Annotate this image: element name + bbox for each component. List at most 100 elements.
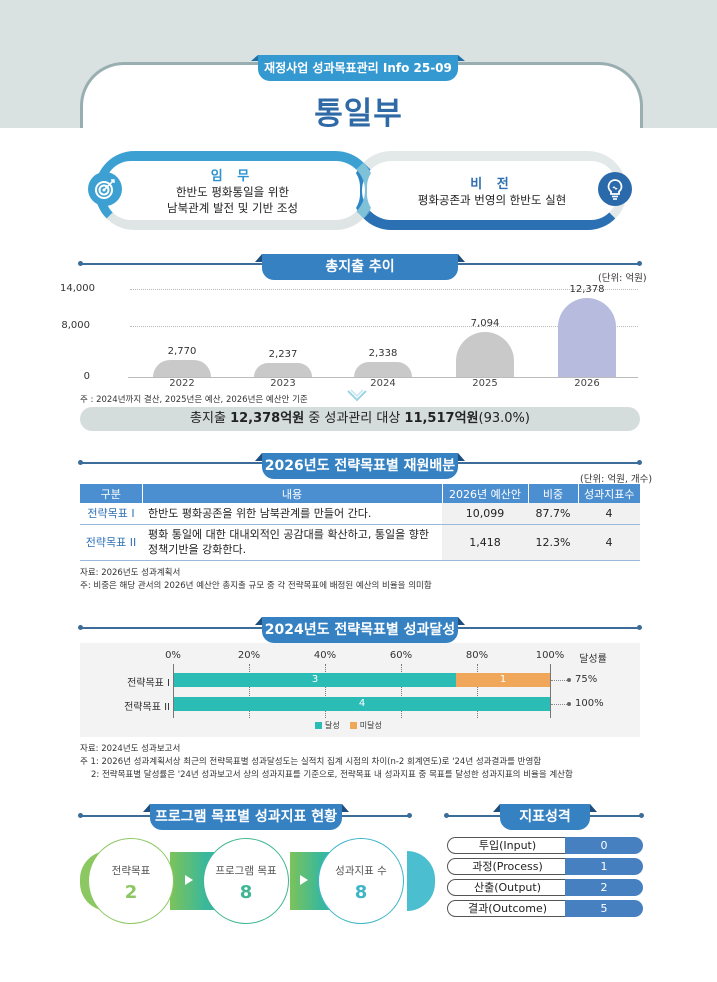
y-tick: 8,000 — [61, 320, 90, 331]
y-tick: 14,000 — [60, 283, 95, 294]
achieved-segment: 3 — [174, 673, 456, 687]
goal-cell: 전략목표 II — [80, 524, 142, 561]
section-title-allocation: 2026년도 전략목표별 재원배분 — [255, 453, 465, 479]
section-title-spending: 총지출 추이 — [255, 254, 465, 280]
achievement-note-1: 주 1: 2026년 성과계획서상 최근의 전략목표별 성과달성도는 실적치 집… — [80, 757, 542, 767]
indicator-row-output: 산출(Output) 2 — [447, 879, 643, 896]
arrow-right-icon — [185, 875, 193, 885]
leader-line — [551, 702, 571, 706]
x-label: 2023 — [270, 378, 296, 389]
allocation-unit: (단위: 억원, 개수) — [580, 474, 653, 485]
indicator-value: 2 — [565, 879, 643, 896]
achievement-note-2: 2: 전략목표별 달성률은 '24년 성과보고서 상의 성과지표를 기준으로, … — [91, 770, 573, 780]
col-header: 성과지표수 — [577, 484, 640, 503]
bar-2022 — [153, 360, 211, 377]
section-title-indicator-type: 지표성격 — [493, 804, 597, 830]
bar-2025 — [456, 332, 514, 377]
col-header: 내용 — [141, 484, 442, 503]
indicator-value: 0 — [565, 837, 643, 854]
chevron-down-icon — [346, 388, 368, 402]
indicator-count-cell: 4 — [578, 503, 640, 525]
bar-2026 — [558, 298, 616, 377]
budget-cell: 1,418 — [442, 524, 528, 561]
axis-line — [173, 664, 174, 718]
col-header: 구분 — [80, 484, 142, 503]
step-value: 8 — [354, 882, 368, 903]
mission-line-2: 남북관계 발전 및 기반 조성 — [166, 201, 298, 215]
summary-pct: (93.0%) — [478, 411, 530, 426]
x-tick: 60% — [389, 650, 413, 661]
allocation-note: 주: 비중은 해당 관서의 2026년 예산안 총지출 규모 중 각 전략목표에… — [80, 581, 432, 591]
x-tick: 100% — [535, 650, 565, 661]
summary-managed: 11,517억원 — [404, 411, 479, 426]
step-value: 8 — [239, 882, 253, 903]
x-label: 2026 — [574, 378, 600, 389]
summary-middle: 중 성과관리 대상 — [304, 411, 405, 426]
gridline — [130, 326, 638, 327]
spending-summary: 총지출 12,378억원 중 성과관리 대상 11,517억원(93.0%) — [80, 407, 640, 431]
budget-cell: 10,099 — [442, 503, 528, 525]
step-indicators: 성과지표 수 8 — [318, 838, 404, 924]
allocation-table: 구분 내용 2026년 예산안 비중 성과지표수 전략목표 I 한반도 평화공존… — [80, 484, 640, 561]
gridline — [130, 289, 638, 290]
legend-label: 달성 — [325, 721, 340, 730]
achievement-rate: 100% — [575, 698, 604, 709]
table-header-row: 구분 내용 2026년 예산안 비중 성과지표수 — [80, 484, 640, 503]
bar-2023 — [254, 363, 312, 377]
x-label: 2025 — [472, 378, 498, 389]
page-title: 통일부 — [314, 96, 403, 132]
step-label: 프로그램 목표 — [215, 865, 277, 877]
indicator-row-process: 과정(Process) 1 — [447, 858, 643, 875]
goal-cell: 전략목표 I — [80, 503, 142, 525]
indicator-value: 1 — [565, 858, 643, 875]
legend-not-achieved: 미달성 — [349, 720, 382, 731]
series-tag: 재정사업 성과목표관리 Info 25-09 — [251, 55, 465, 81]
col-header: 비중 — [527, 484, 578, 503]
share-cell: 87.7% — [528, 503, 578, 525]
achieved-segment: 4 — [174, 697, 550, 711]
step-label: 전략목표 — [111, 865, 151, 877]
step-label: 성과지표 수 — [335, 865, 387, 877]
indicator-row-outcome: 결과(Outcome) 5 — [447, 900, 643, 917]
achievement-rate: 75% — [575, 674, 598, 685]
row-label: 전략목표 II — [124, 702, 170, 713]
target-icon — [88, 172, 122, 206]
mission-line-1: 한반도 평화통일을 위한 — [175, 185, 290, 199]
gridline — [401, 664, 402, 718]
chart-legend: 달성 미달성 — [315, 720, 382, 731]
legend-achieved: 달성 — [315, 720, 340, 731]
allocation-source: 자료: 2026년도 성과계획서 — [80, 568, 181, 578]
vision-line-1: 평화공존과 번영의 한반도 실현 — [417, 193, 567, 207]
gridline — [477, 664, 478, 718]
x-tick: 20% — [237, 650, 261, 661]
spending-unit: (단위: 억원) — [598, 273, 647, 284]
axis-line — [550, 664, 551, 718]
x-tick: 80% — [465, 650, 489, 661]
share-cell: 12.3% — [528, 524, 578, 561]
arrow-right-icon — [300, 875, 308, 885]
content-cell: 한반도 평화공존을 위한 남북관계를 만들어 간다. — [142, 503, 442, 525]
x-axis — [128, 377, 638, 378]
indicator-row-input: 투입(Input) 0 — [447, 837, 643, 854]
gridline — [325, 664, 326, 718]
bar-value: 2,338 — [368, 348, 398, 359]
indicator-label: 산출(Output) — [447, 879, 567, 896]
col-header: 2026년 예산안 — [441, 484, 528, 503]
indicator-value: 5 — [565, 900, 643, 917]
leader-line — [551, 678, 571, 682]
spending-note: 주 : 2024년까지 결산, 2025년은 예산, 2026년은 예산안 기준 — [80, 395, 308, 405]
bar-value: 12,378 — [569, 284, 605, 295]
content-cell: 평화 통일에 대한 대내외적인 공감대를 확산하고, 통일을 향한 정책기반을 … — [142, 524, 442, 561]
achievement-source: 자료: 2024년도 성과보고서 — [80, 744, 181, 754]
not-achieved-segment: 1 — [456, 673, 550, 687]
x-label: 2024 — [370, 378, 396, 389]
bar-value: 2,237 — [268, 349, 298, 360]
rate-header: 달성률 — [579, 654, 607, 665]
lightbulb-icon — [598, 172, 632, 206]
row-label: 전략목표 I — [127, 678, 170, 689]
summary-prefix: 총지출 — [190, 411, 231, 426]
section-title-achievement: 2024년도 전략목표별 성과달성도 — [255, 617, 465, 664]
gridline — [249, 664, 250, 718]
indicator-label: 과정(Process) — [447, 858, 567, 875]
vision-box: 비 전 평화공존과 번영의 한반도 실현 — [367, 161, 617, 220]
